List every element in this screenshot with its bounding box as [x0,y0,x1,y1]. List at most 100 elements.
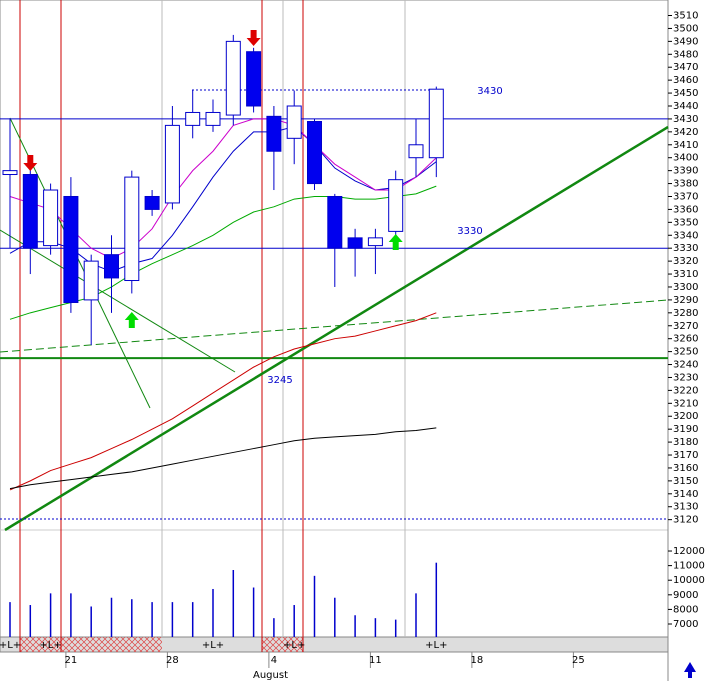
y-tick-label: 3510 [673,11,698,22]
y-tick-label: 3280 [673,308,698,319]
y-tick-label: 3460 [673,75,698,86]
y-tick-label: 3440 [673,101,698,112]
y-tick-label: 3490 [673,36,698,47]
candle-body [327,195,343,249]
trend-line [4,125,669,532]
scroll-arrow[interactable] [684,662,696,678]
y-tick-label: 3270 [673,321,698,332]
y-tick-label: 3480 [673,49,698,60]
y-tick-label: 10000 [673,575,705,586]
candle-body [266,115,282,152]
candle-body [124,176,140,282]
candle-body [246,51,262,107]
candle-body [408,144,424,159]
y-tick-label: 7000 [673,619,698,630]
y-tick-label: 3340 [673,230,698,241]
y-tick-label: 3170 [673,450,698,461]
trend-line [0,299,669,353]
strip-label: +L+ [202,640,224,651]
x-tick-label: 11 [369,655,382,666]
candle-body [286,105,302,139]
signal-arrow [124,312,139,328]
candle-body [225,40,241,116]
y-tick-label: 3120 [673,515,698,526]
y-tick-label: 3390 [673,166,698,177]
x-tick-label: 18 [471,655,484,666]
strip-label: +L+ [39,640,61,651]
moving-average [9,312,437,491]
candle-body [185,111,201,126]
y-tick-label: 3450 [673,88,698,99]
y-tick-label: 3310 [673,269,698,280]
candle-body [307,121,322,185]
strip-label: +L+ [283,640,305,651]
signal-arrow [246,30,261,46]
y-tick-label: 3220 [673,385,698,396]
candle-body [428,88,444,159]
level-label: 3330 [457,226,482,237]
candle-body [367,237,383,247]
candle-body [347,237,363,249]
candle-body [22,174,38,249]
candle-body [164,124,180,204]
x-tick-label: 25 [572,655,585,666]
candle-body [388,179,404,232]
plot-frame [0,0,669,638]
y-tick-label: 3370 [673,191,698,202]
y-tick-label: 3260 [673,334,698,345]
moving-average [9,427,437,490]
y-tick-label: 3240 [673,360,698,371]
y-tick-label: 3470 [673,62,698,73]
signal-arrow [388,234,403,250]
strip-hatch [262,637,303,652]
y-tick-label: 3500 [673,23,698,34]
candle-body [205,111,221,126]
y-tick-label: 3160 [673,463,698,474]
strip-hatch [20,637,61,652]
candle-body [2,170,18,176]
y-tick-label: 3420 [673,127,698,138]
y-tick-label: 3410 [673,140,698,151]
strip-hatch [61,637,162,652]
signal-arrow [23,155,38,171]
candle-body [63,195,79,303]
candle-body [43,189,59,247]
y-tick-label: 3400 [673,153,698,164]
strip-label: +L+ [0,640,21,651]
channel-line [0,229,236,373]
y-tick-label: 3350 [673,217,698,228]
y-tick-label: 3180 [673,437,698,448]
moving-average [9,185,437,320]
y-tick-label: 3210 [673,398,698,409]
y-tick-label: 3380 [673,179,698,190]
y-tick-label: 3230 [673,372,698,383]
y-tick-label: 3290 [673,295,698,306]
strip-label: +L+ [425,640,447,651]
x-tick-label: 21 [65,655,78,666]
moving-average [9,126,437,272]
y-tick-label: 3190 [673,424,698,435]
y-tick-label: 3360 [673,204,698,215]
y-tick-label: 3200 [673,411,698,422]
candle-body [144,195,160,210]
candle-body [83,260,99,301]
y-tick-label: 3140 [673,489,698,500]
y-tick-label: 9000 [673,590,698,601]
y-tick-label: 11000 [673,561,705,572]
y-tick-label: 3250 [673,347,698,358]
x-tick-label: 28 [166,655,179,666]
level-label: 3430 [477,86,502,97]
y-tick-label: 12000 [673,546,705,557]
candle-body [104,254,119,279]
y-tick-label: 8000 [673,604,698,615]
y-tick-label: 3300 [673,282,698,293]
x-tick-label: 4 [271,655,277,666]
y-tick-label: 3130 [673,502,698,513]
y-tick-label: 3430 [673,114,698,125]
y-tick-label: 3150 [673,476,698,487]
level-label: 3245 [267,375,292,386]
y-tick-label: 3330 [673,243,698,254]
moving-average [9,118,437,260]
